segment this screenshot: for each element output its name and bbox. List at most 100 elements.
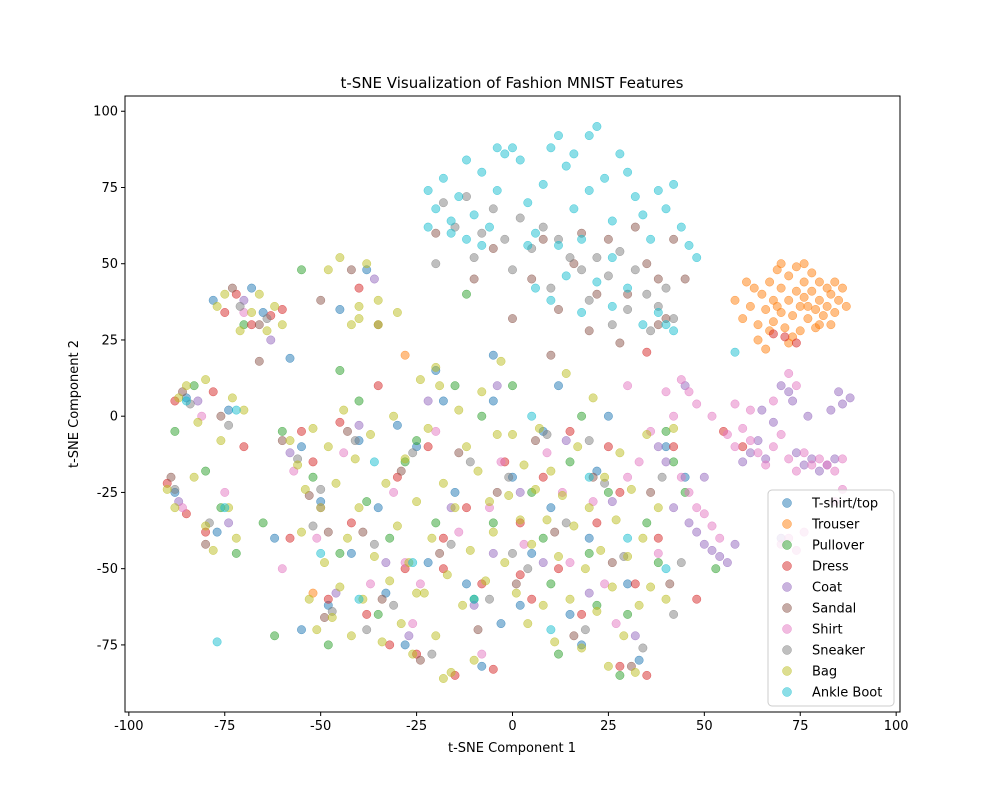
point-7-35 xyxy=(538,222,548,232)
point-7-4 xyxy=(235,301,245,311)
point-8-5 xyxy=(193,417,203,427)
point-8-79 xyxy=(504,491,514,500)
point-5-33 xyxy=(680,274,690,284)
point-8-15 xyxy=(235,326,245,336)
point-9-8 xyxy=(485,222,494,232)
point-7-51 xyxy=(469,253,479,263)
point-7-17 xyxy=(504,472,514,482)
point-0-45 xyxy=(438,396,448,406)
point-6-9 xyxy=(408,619,418,629)
point-8-102 xyxy=(592,606,602,616)
point-9-20 xyxy=(577,234,587,244)
point-0-21 xyxy=(565,609,575,619)
point-8-7 xyxy=(201,375,211,385)
point-9-29 xyxy=(638,210,648,220)
point-5-43 xyxy=(508,314,517,324)
point-6-42 xyxy=(799,448,809,458)
point-8-10 xyxy=(216,436,226,446)
legend-label-8: Bag xyxy=(812,665,837,680)
point-0-36 xyxy=(661,442,671,452)
point-8-6 xyxy=(201,521,211,531)
point-6-28 xyxy=(676,375,686,385)
point-5-35 xyxy=(488,244,498,253)
point-5-48 xyxy=(346,265,356,275)
y-tick-label-5: 50 xyxy=(101,257,118,272)
point-9-67 xyxy=(354,594,364,604)
point-5-52 xyxy=(254,356,264,366)
point-1-17 xyxy=(795,301,805,311)
point-4-16 xyxy=(561,436,571,446)
point-8-112 xyxy=(630,667,640,677)
point-4-48 xyxy=(788,396,798,406)
point-3-30 xyxy=(565,426,575,436)
point-7-14 xyxy=(446,539,456,549)
legend-label-1: Trouser xyxy=(811,518,860,533)
point-1-24 xyxy=(811,305,821,314)
point-7-30 xyxy=(477,228,487,238)
point-5-50 xyxy=(316,295,326,305)
point-8-86 xyxy=(531,484,540,494)
point-8-21 xyxy=(277,320,287,330)
point-5-14 xyxy=(435,548,445,558)
point-9-64 xyxy=(469,594,479,604)
point-3-42 xyxy=(768,329,778,339)
x-axis-label: t-SNE Component 1 xyxy=(448,741,576,756)
point-9-19 xyxy=(569,204,579,214)
point-1-43 xyxy=(761,344,771,354)
series-2 xyxy=(170,265,721,680)
y-tick-label-0: -75 xyxy=(97,638,118,653)
point-0-44 xyxy=(346,548,356,558)
point-0-16 xyxy=(477,661,487,671)
point-6-39 xyxy=(776,430,786,439)
point-7-0 xyxy=(170,484,180,494)
point-7-10 xyxy=(369,539,379,549)
point-5-34 xyxy=(469,274,479,284)
point-2-41 xyxy=(538,533,548,543)
point-6-34 xyxy=(738,423,748,433)
point-2-25 xyxy=(711,564,721,574)
point-2-35 xyxy=(297,265,306,275)
point-9-23 xyxy=(584,131,594,141)
series-4 xyxy=(174,274,855,641)
point-8-100 xyxy=(584,503,594,513)
point-3-13 xyxy=(346,518,356,528)
point-8-28 xyxy=(312,625,322,635)
point-3-4 xyxy=(220,308,230,317)
point-8-48 xyxy=(385,576,395,586)
point-1-5 xyxy=(765,277,775,287)
point-3-48 xyxy=(285,533,295,543)
legend-label-4: Coat xyxy=(812,581,842,596)
point-6-47 xyxy=(838,454,847,464)
point-3-8 xyxy=(277,305,287,314)
point-8-76 xyxy=(492,430,502,439)
point-3-28 xyxy=(538,472,548,482)
point-1-33 xyxy=(834,295,844,305)
point-8-121 xyxy=(354,314,364,324)
point-9-50 xyxy=(523,240,533,250)
point-6-16 xyxy=(565,558,575,568)
point-8-69 xyxy=(465,545,475,555)
point-0-32 xyxy=(423,558,433,568)
point-8-74 xyxy=(485,497,494,507)
point-8-40 xyxy=(354,301,364,311)
point-6-29 xyxy=(684,387,694,397)
point-8-14 xyxy=(231,533,241,543)
point-8-107 xyxy=(611,515,621,525)
point-9-22 xyxy=(592,122,602,131)
point-5-25 xyxy=(646,487,656,497)
point-0-14 xyxy=(450,487,460,497)
legend-marker-1 xyxy=(782,519,792,529)
point-3-27 xyxy=(527,594,537,604)
point-6-55 xyxy=(791,381,801,391)
point-7-13 xyxy=(427,649,437,659)
point-9-2 xyxy=(438,173,448,183)
point-8-117 xyxy=(653,503,663,513)
point-4-17 xyxy=(584,588,594,598)
point-8-34 xyxy=(335,582,345,592)
point-6-68 xyxy=(623,381,633,391)
point-5-38 xyxy=(584,326,594,336)
point-2-40 xyxy=(385,533,395,543)
point-8-111 xyxy=(626,484,636,494)
point-0-25 xyxy=(335,305,345,314)
point-8-60 xyxy=(431,631,441,641)
